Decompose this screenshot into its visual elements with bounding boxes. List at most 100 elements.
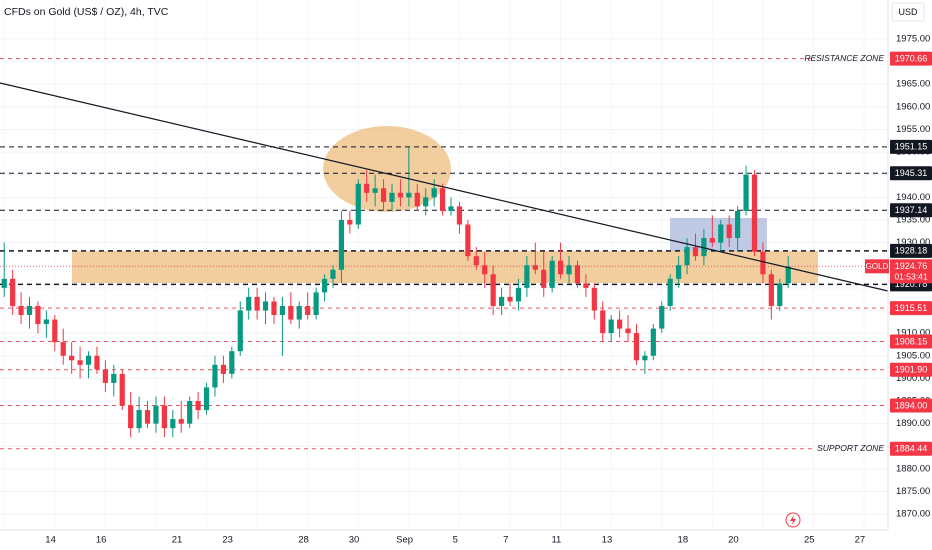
candle-body (305, 305, 311, 316)
level-annotation: SUPPORT ZONE (817, 443, 884, 453)
candle-body (178, 419, 184, 424)
candle-body (271, 301, 277, 316)
price-tag (890, 362, 932, 377)
candle-body (667, 278, 673, 306)
price-tag-label: 1908.15 (895, 336, 928, 346)
y-tick-label: 1955.00 (896, 124, 930, 135)
x-tick-label: 16 (96, 535, 107, 546)
candle-body (406, 192, 412, 198)
candle-body (515, 287, 522, 302)
candle-body (35, 305, 41, 325)
candle-body (102, 369, 108, 383)
candle-body (203, 387, 210, 411)
candle-body (431, 188, 437, 198)
x-tick-label: 25 (804, 535, 815, 546)
x-tick-label: 30 (349, 535, 360, 546)
y-tick-label: 1930.00 (896, 237, 930, 248)
candle-body (195, 401, 201, 411)
candles (1, 147, 791, 438)
candle-body (85, 355, 92, 365)
candle-body (574, 265, 581, 284)
candle-body (69, 355, 75, 361)
y-tick-label: 1965.00 (896, 79, 930, 90)
price-tag (890, 166, 932, 181)
trend-line (0, 82, 889, 292)
price-tag (890, 243, 932, 258)
y-tick-label: 1960.00 (896, 101, 930, 112)
candle-body (60, 342, 66, 356)
candle-body (10, 278, 16, 306)
price-tag-label: 1945.31 (895, 168, 928, 178)
candle-body (473, 256, 479, 266)
candle-body (490, 274, 496, 306)
zone-box (72, 251, 818, 283)
price-tag (890, 441, 932, 456)
price-tags: 1970.66 1951.15 1945.31 1937.14 1928.18 1920.… (865, 51, 932, 456)
candle-body (557, 260, 564, 275)
x-tick-label: 27 (855, 535, 866, 546)
price-tag-label: 1915.51 (895, 303, 928, 313)
candle-body (43, 319, 49, 325)
candle-body (372, 188, 378, 193)
candle-body (52, 319, 58, 343)
candle-body (355, 183, 361, 225)
candle-body (785, 266, 791, 284)
currency-label[interactable]: USD (898, 7, 918, 17)
candle-body (751, 174, 758, 252)
candle-body (77, 360, 83, 365)
candle-body (583, 283, 589, 288)
highlight-ellipse (323, 126, 451, 212)
candle-body (170, 419, 176, 429)
candle-body (692, 247, 699, 257)
candle-body (650, 328, 656, 356)
price-tag (890, 139, 932, 154)
currency-button[interactable] (891, 2, 925, 22)
x-tick-label: 21 (172, 535, 183, 546)
candle-body (313, 292, 319, 316)
candle-body (296, 305, 302, 320)
candle-body (541, 269, 547, 288)
x-tick-label: 5 (453, 535, 458, 546)
candle-body (254, 296, 260, 311)
candle-body (709, 238, 715, 243)
candle-body (642, 355, 648, 361)
x-tick-label: 14 (45, 535, 56, 546)
price-tag (890, 51, 932, 66)
candle-body (625, 328, 631, 334)
y-tick-label: 1935.00 (896, 214, 930, 225)
level-annotation: RESISTANCE ZONE (804, 53, 884, 63)
price-tag-label: 1901.90 (895, 365, 928, 375)
price-tag-label: 1920.78 (895, 279, 928, 289)
candle-body (456, 206, 463, 225)
candle-body (768, 274, 774, 306)
candle-body (338, 219, 345, 270)
x-tick-label: 7 (503, 535, 508, 546)
x-tick-label: Sep (396, 535, 413, 546)
price-tag (890, 301, 932, 316)
candle-body (482, 265, 488, 275)
candle-body (718, 224, 724, 243)
candle-body (187, 401, 193, 424)
candle-body (414, 192, 420, 207)
candle-body (153, 405, 159, 424)
candle-body (330, 269, 336, 279)
candle-body (617, 319, 623, 329)
candle-body (321, 278, 328, 293)
candle-body (760, 251, 766, 275)
candle-body (684, 247, 690, 266)
y-tick-label: 1880.00 (896, 463, 930, 474)
x-tick-label: 18 (678, 535, 689, 546)
candle-body (111, 373, 117, 383)
price-tag (890, 203, 932, 218)
candle-body (397, 192, 404, 198)
candle-body (439, 188, 446, 211)
price-tag-label: 1894.00 (895, 400, 928, 410)
y-tick-label: 1910.00 (896, 328, 930, 339)
x-tick-label: 28 (298, 535, 309, 546)
y-tick-label: 1870.00 (896, 509, 930, 520)
x-tick-label: 20 (728, 535, 739, 546)
candle-body (94, 355, 100, 370)
candle-body (735, 210, 741, 239)
candle-body (161, 405, 167, 429)
candle-body (566, 265, 572, 275)
